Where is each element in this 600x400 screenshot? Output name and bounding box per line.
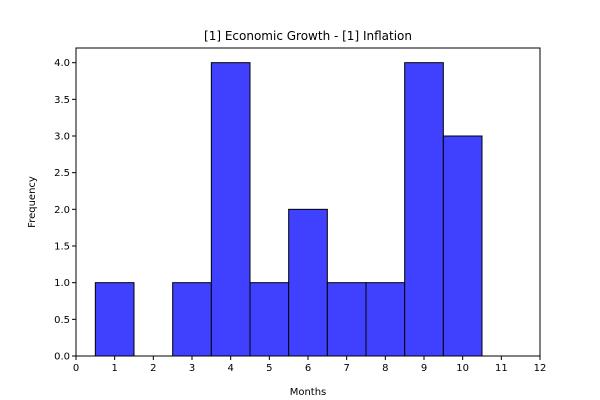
x-tick-label: 7 xyxy=(343,363,349,374)
bars-group xyxy=(94,62,483,357)
y-tick-label: 3.5 xyxy=(54,95,70,106)
y-tick-label: 3.0 xyxy=(54,132,70,143)
plot-frame xyxy=(75,47,541,357)
y-axis-label: Frequency xyxy=(27,176,38,228)
x-tick-label: 3 xyxy=(189,363,195,374)
bar-month-10 xyxy=(442,135,483,357)
x-tick-label: 9 xyxy=(421,363,427,374)
x-axis-ticks: 0 1 2 3 4 5 6 7 8 9 10 11 12 xyxy=(73,356,547,374)
x-tick-label: 6 xyxy=(305,363,311,374)
bar-month-9 xyxy=(404,62,444,357)
y-tick-label: 0.0 xyxy=(54,352,70,363)
bar-month-5 xyxy=(249,282,290,357)
y-tick-label: 1.5 xyxy=(54,242,70,253)
bar-month-1 xyxy=(94,282,135,357)
x-tick-label: 0 xyxy=(73,363,79,374)
x-tick-label: 11 xyxy=(495,363,508,374)
bar-month-6 xyxy=(288,208,328,357)
bar-month-3 xyxy=(172,282,212,357)
y-axis-ticks: 0.0 0.5 1.0 1.5 2.0 2.5 3.0 3.5 4.0 xyxy=(54,58,76,363)
x-axis-label: Months xyxy=(290,387,327,398)
y-tick-label: 0.5 xyxy=(54,315,70,326)
x-tick-label: 4 xyxy=(227,363,233,374)
x-tick-label: 5 xyxy=(266,363,272,374)
bar-month-4 xyxy=(210,62,251,357)
x-tick-label: 8 xyxy=(382,363,388,374)
y-tick-label: 2.0 xyxy=(54,205,70,216)
x-tick-label: 12 xyxy=(534,363,547,374)
x-tick-label: 1 xyxy=(111,363,117,374)
y-tick-label: 4.0 xyxy=(54,58,70,69)
bar-month-8 xyxy=(365,282,406,357)
chart-title: [1] Economic Growth - [1] Inflation xyxy=(204,29,412,43)
y-tick-label: 1.0 xyxy=(54,278,70,289)
bar-month-7 xyxy=(326,282,367,357)
x-tick-label: 2 xyxy=(150,363,156,374)
x-tick-label: 10 xyxy=(456,363,469,374)
y-tick-label: 2.5 xyxy=(54,168,70,179)
